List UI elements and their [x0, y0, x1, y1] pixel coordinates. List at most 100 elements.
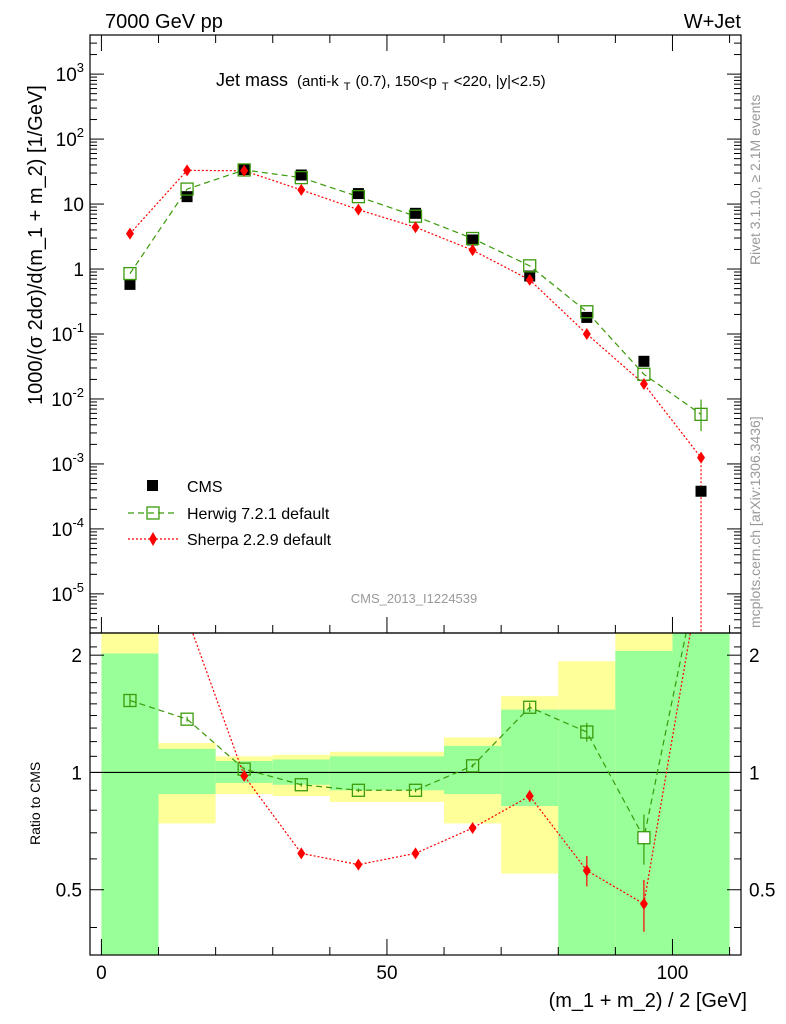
chart-title: Jet mass (anti-k T (0.7), 150<p T <220, …: [216, 70, 546, 94]
y-tick-exponent: -4: [72, 515, 84, 530]
legend-sherpa-marker: [149, 532, 157, 546]
cms-point: [124, 278, 136, 290]
herwig-ratio-point: [465, 759, 480, 773]
y-tick-base: 10: [56, 65, 77, 86]
analysis-watermark: CMS_2013_I1224539: [351, 591, 478, 606]
band-inner: [329, 756, 387, 791]
sherpa-point: [697, 451, 706, 464]
legend: CMS Herwig 7.2.1 default Sherpa 2.2.9 de…: [128, 479, 332, 549]
y-tick-exponent: 2: [77, 125, 84, 140]
ratio-y-tick-label-right: 1: [749, 763, 760, 784]
title-sub-5: <220, |y|<2.5): [454, 73, 546, 90]
title-sub-1: (anti-k: [297, 73, 339, 90]
sherpa-point: [297, 183, 306, 196]
y-tick-label: 10-5: [51, 580, 84, 606]
header-process: W+Jet: [684, 11, 742, 33]
cms-point: [295, 169, 307, 181]
y-tick-label: 10: [63, 195, 84, 216]
sherpa-line: [129, 169, 702, 633]
sherpa-point: [639, 377, 648, 390]
herwig-point: [694, 407, 708, 421]
y-tick-base: 10: [51, 455, 72, 476]
legend-herwig-label: Herwig 7.2.1 default: [187, 506, 330, 523]
ratio-y-tick-label-right: 2: [749, 646, 760, 667]
band-inner: [558, 709, 616, 955]
y-tick-label: 1: [73, 260, 84, 281]
sherpa-ratio-point: [297, 847, 306, 860]
herwig-ratio-point: [408, 783, 423, 797]
sherpa-ratio-point: [468, 822, 477, 835]
sherpa-point: [582, 328, 591, 340]
y-tick-exponent: 3: [77, 60, 84, 75]
sherpa-point: [525, 273, 534, 286]
sherpa-ratio-point: [639, 897, 648, 910]
title-sub-2: T: [344, 81, 351, 93]
y-tick-label: 103: [56, 60, 84, 86]
sherpa-point: [354, 203, 363, 216]
y-axis-label: 1000/(σ 2dσ)/d(m_1 + m_2) [1/GeV]: [25, 85, 47, 405]
title-main: Jet mass: [216, 70, 288, 90]
cms-point: [467, 234, 479, 246]
y-tick-label: 102: [56, 125, 84, 151]
band-inner: [158, 748, 216, 795]
y-tick-label: 10-2: [51, 385, 84, 411]
legend-herwig-marker: [146, 506, 160, 520]
cms-point: [638, 355, 650, 367]
band-inner: [444, 745, 502, 795]
herwig-ratio-point: [123, 693, 137, 708]
sherpa-ratio-point: [354, 858, 363, 871]
herwig-ratio-point: [523, 700, 537, 714]
cms-point: [410, 207, 421, 219]
ratio-y-tick-label-left: 0.5: [56, 881, 82, 902]
ratio-frame: [89, 632, 742, 956]
sherpa-ratio-point: [411, 847, 420, 860]
y-tick-exponent: -5: [72, 580, 84, 595]
herwig-point: [294, 170, 308, 185]
herwig-point: [123, 266, 137, 281]
ratio-bands: [101, 633, 730, 955]
herwig-ratio-point: [180, 712, 194, 726]
y-tick-label: 10-1: [51, 320, 84, 346]
herwig-ratio-point: [351, 783, 366, 797]
x-axis-label: (m_1 + m_2) / 2 [GeV]: [549, 990, 747, 1012]
y-tick-exponent: -2: [72, 385, 84, 400]
y-tick-base: 10: [51, 520, 72, 541]
sherpa-ratio-point: [582, 864, 591, 877]
sherpa-ratio-point: [240, 769, 249, 782]
herwig-ratio-point: [580, 725, 594, 739]
herwig-line: [129, 169, 702, 415]
y-tick-label: 10-3: [51, 450, 84, 476]
mcplots-label: mcplots.cern.ch [arXiv:1306.3436]: [747, 416, 763, 628]
y-tick-base: 10: [51, 325, 72, 346]
title-sub-4: T: [442, 81, 449, 93]
header-energy: 7000 GeV pp: [105, 11, 223, 33]
y-tick-label: 10-4: [51, 515, 84, 541]
herwig-point: [523, 259, 537, 273]
title-sub-3: (0.7), 150<p: [356, 73, 437, 90]
sherpa-point: [240, 164, 249, 177]
ratio-y-tick-label-right: 0.5: [749, 881, 775, 902]
herwig-ratio-point: [637, 831, 651, 845]
legend-cms-marker: [147, 480, 158, 491]
legend-cms-label: CMS: [187, 479, 223, 496]
herwig-ratio-line: [129, 633, 687, 840]
cms-point: [695, 485, 707, 497]
sherpa-point: [183, 164, 192, 177]
x-tick-label: 100: [657, 963, 689, 984]
herwig-point: [180, 182, 194, 196]
band-inner: [501, 709, 559, 807]
sherpa-ratio-point: [525, 790, 534, 803]
ratio-y-tick-label-left: 1: [71, 763, 82, 784]
y-tick-exponent: -3: [72, 450, 84, 465]
band-inner: [672, 633, 730, 955]
y-tick-base: 10: [56, 130, 77, 151]
ratio-panel: [90, 633, 741, 932]
ratio-y-tick-label-left: 2: [71, 646, 82, 667]
herwig-point: [580, 305, 594, 319]
sherpa-point: [125, 227, 134, 240]
main-panel: [123, 163, 708, 633]
band-inner: [386, 756, 445, 791]
rivet-label: Rivet 3.1.10, ≥ 2.1M events: [747, 95, 763, 265]
cms-point: [352, 188, 364, 200]
